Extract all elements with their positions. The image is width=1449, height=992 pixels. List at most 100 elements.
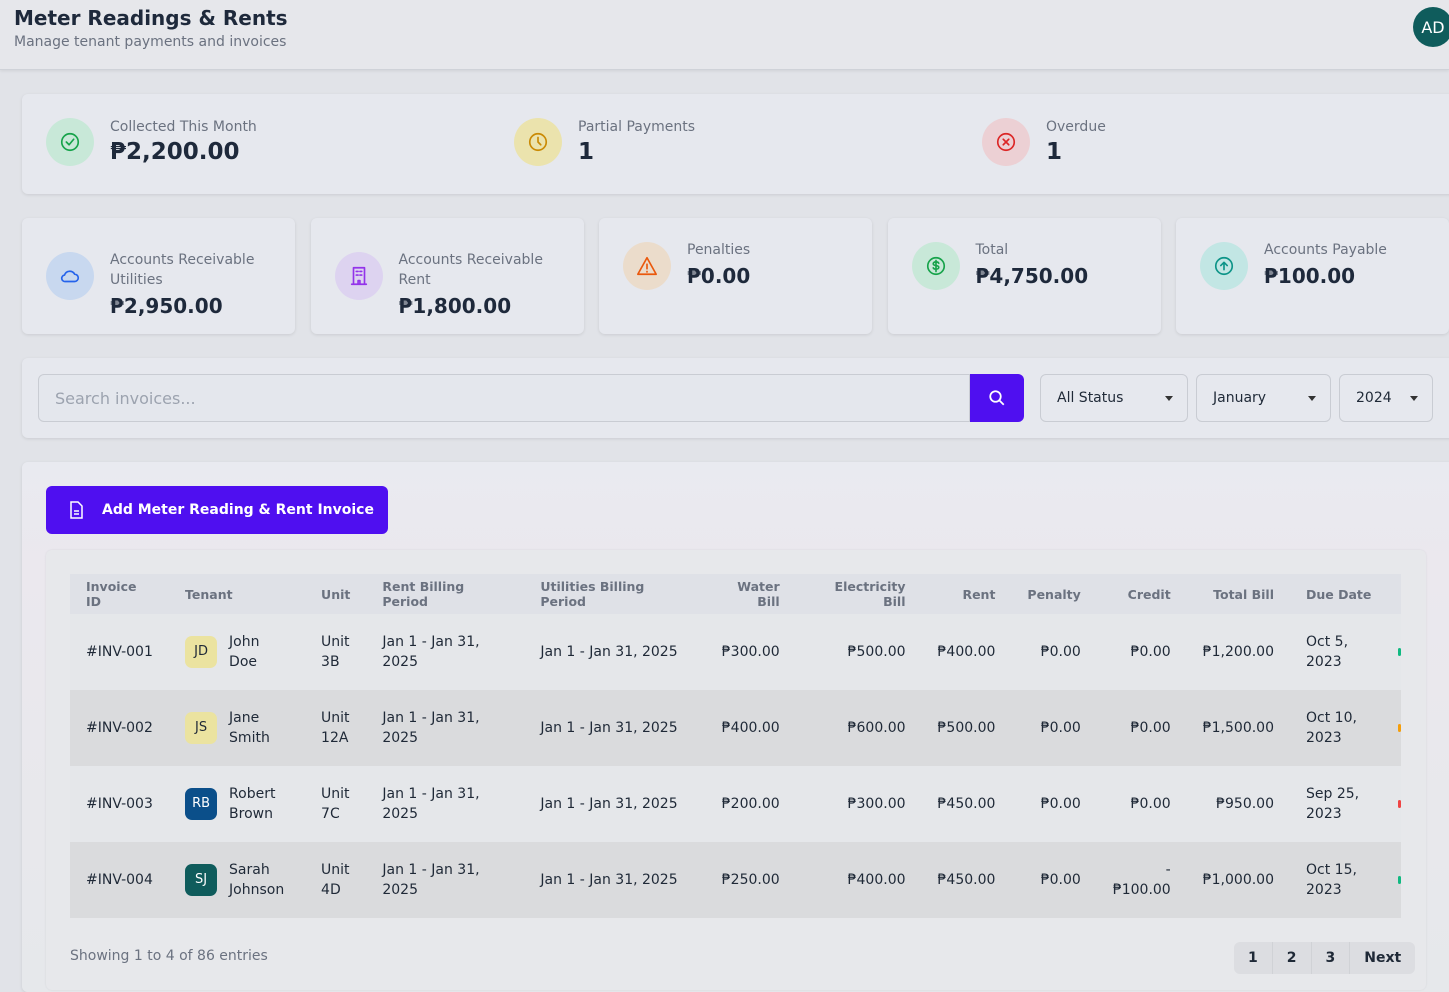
table-row[interactable]: #INV-002 JS Jane Smith Unit 12A Jan 1 - Jan … — [70, 690, 1401, 766]
add-invoice-label: Add Meter Reading & Rent Invoice — [102, 502, 374, 518]
next-page-button[interactable]: Next — [1364, 950, 1402, 966]
column-header[interactable]: Electricity Bill — [795, 574, 922, 614]
cell-unit: Unit 7C — [305, 766, 367, 842]
account-card: Accounts Receivable Utilities ₱2,950.00 — [22, 218, 295, 334]
cell-due: Sep 25, 2023 — [1290, 766, 1398, 842]
page-2-button[interactable]: 2 — [1273, 942, 1312, 974]
tenant-avatar: JD — [185, 636, 218, 668]
account-card: Penalties ₱0.00 — [599, 218, 872, 334]
cell-water: ₱300.00 — [696, 614, 796, 690]
entries-info: Showing 1 to 4 of 86 entries — [70, 948, 268, 964]
chevron-down-icon — [1308, 396, 1316, 401]
cell-water: ₱200.00 — [696, 766, 796, 842]
column-header[interactable]: Total Bill — [1186, 574, 1290, 614]
stat-icon-badge — [1200, 242, 1248, 290]
column-header[interactable]: Water Bill — [696, 574, 796, 614]
cell-id: #INV-001 — [70, 614, 170, 690]
cell-rent: ₱450.00 — [921, 842, 1012, 918]
cell-total: ₱1,500.00 — [1186, 690, 1290, 766]
table-row[interactable]: #INV-004 SJ Sarah Johnson Unit 4D Jan 1 - Ja… — [70, 842, 1401, 918]
tenant-name: Jane Smith — [229, 710, 270, 746]
tenant-name: John Doe — [229, 634, 260, 670]
stat-icon-badge — [982, 118, 1030, 166]
stat-icon-badge — [911, 242, 960, 290]
column-header[interactable]: Rent — [921, 574, 1012, 614]
stat-icon-badge — [46, 252, 94, 300]
cell-id: #INV-003 — [70, 766, 170, 842]
cell-water: ₱250.00 — [696, 842, 796, 918]
stat-icon-badge — [623, 242, 671, 290]
cell-unit: Unit 12A — [305, 690, 367, 766]
cloud-icon — [60, 270, 80, 283]
page-header: Meter Readings & Rents Manage tenant pay… — [0, 0, 1449, 70]
table-row[interactable]: #INV-003 RB Robert Brown Unit 7C Jan 1 - Jan… — [70, 766, 1401, 842]
clock-icon — [528, 132, 548, 152]
chevron-down-icon — [1165, 396, 1173, 401]
cell-rent-period: Jan 1 - Jan 31, 2025 — [366, 842, 525, 918]
page-3-button[interactable]: 3 — [1312, 942, 1351, 974]
cell-elec: ₱400.00 — [795, 842, 922, 918]
cell-rent: ₱500.00 — [921, 690, 1012, 766]
cell-util-period: Jan 1 - Jan 31, 2025 — [524, 614, 697, 690]
account-value: ₱2,950.00 — [110, 294, 223, 318]
column-header[interactable]: Invoice ID — [70, 574, 170, 614]
column-header[interactable]: Rent Billing Period — [366, 574, 525, 614]
account-label: Total — [975, 242, 1009, 258]
status-select[interactable]: All Status — [1040, 374, 1188, 422]
add-invoice-button[interactable]: Add Meter Reading & Rent Invoice — [46, 486, 388, 534]
cell-rent-period: Jan 1 - Jan 31, 2025 — [366, 766, 525, 842]
tenant-name: Robert Brown — [229, 786, 276, 822]
cell-id: #INV-002 — [70, 690, 170, 766]
chevron-down-icon — [1410, 396, 1418, 401]
account-label: Accounts Payable — [1264, 242, 1387, 258]
stat-label: Collected This Month — [110, 119, 257, 135]
arrow-up-circle-icon — [1214, 256, 1234, 276]
summary-stat: Overdue 1 — [982, 118, 1106, 166]
account-value: ₱0.00 — [687, 264, 751, 288]
cell-util-period: Jan 1 - Jan 31, 2025 — [524, 690, 697, 766]
account-card: Accounts Receivable Rent ₱1,800.00 — [310, 218, 584, 334]
cell-water: ₱400.00 — [696, 690, 796, 766]
cell-unit: Unit 3B — [305, 614, 367, 690]
cell-penalty: ₱0.00 — [1011, 614, 1097, 690]
cell-rent: ₱400.00 — [921, 614, 1012, 690]
summary-stat: Partial Payments 1 — [514, 118, 695, 166]
column-header[interactable]: Due Date — [1290, 574, 1398, 614]
check-circle-icon — [60, 132, 80, 152]
column-header[interactable]: Penalty — [1011, 574, 1097, 614]
cell-penalty: ₱0.00 — [1011, 842, 1097, 918]
stat-label: Partial Payments — [578, 119, 696, 135]
year-select[interactable]: 2024 — [1339, 374, 1433, 422]
column-header[interactable]: Credit — [1096, 574, 1187, 614]
cell-credit: -₱100.00 — [1096, 842, 1187, 918]
account-value: ₱100.00 — [1264, 264, 1356, 288]
column-header[interactable]: Tenant — [169, 574, 306, 614]
dollar-icon — [926, 256, 945, 276]
pagination: 1 2 3 Next — [1234, 942, 1416, 974]
cell-rent-period: Jan 1 - Jan 31, 2025 — [366, 690, 525, 766]
x-circle-icon — [996, 132, 1016, 152]
cell-credit: ₱0.00 — [1096, 690, 1187, 766]
account-card: Accounts Payable ₱100.00 — [1176, 218, 1449, 334]
search-button[interactable] — [970, 374, 1024, 422]
column-header[interactable]: Utilities Billing Period — [524, 574, 697, 614]
cell-total: ₱1,000.00 — [1186, 842, 1290, 918]
stat-label: Overdue — [1046, 119, 1106, 135]
page-subtitle: Manage tenant payments and invoices — [14, 34, 287, 50]
account-label: Penalties — [687, 242, 751, 258]
summary-card: Collected This Month ₱2,200.00 Partial Pay… — [22, 94, 1449, 194]
column-header[interactable]: Unit — [305, 574, 367, 614]
user-avatar[interactable]: AD — [1413, 7, 1449, 47]
cell-util-period: Jan 1 - Jan 31, 2025 — [524, 842, 697, 918]
status-indicator — [1398, 724, 1401, 732]
table-row[interactable]: #INV-001 JD John Doe Unit 3B Jan 1 - Jan 31,… — [70, 614, 1401, 690]
status-indicator — [1398, 876, 1401, 884]
year-value: 2024 — [1356, 390, 1392, 406]
cell-credit: ₱0.00 — [1096, 614, 1187, 690]
search-input[interactable]: Search invoices... — [38, 374, 970, 422]
tenant-avatar: JS — [185, 712, 218, 744]
month-select[interactable]: January — [1196, 374, 1331, 422]
search-icon — [989, 390, 1005, 406]
tenant-avatar: RB — [185, 788, 218, 820]
page-1-button[interactable]: 1 — [1234, 942, 1273, 974]
